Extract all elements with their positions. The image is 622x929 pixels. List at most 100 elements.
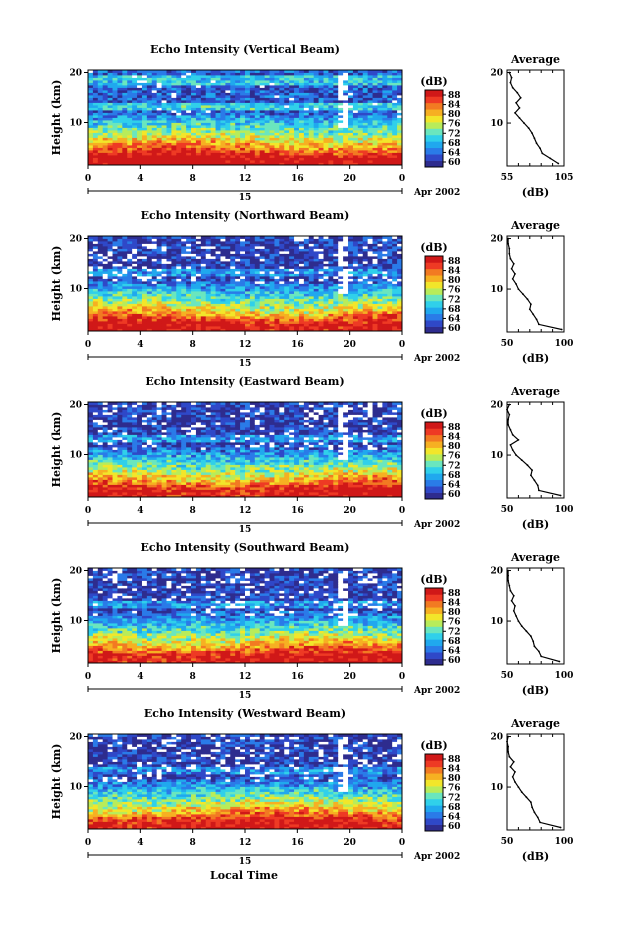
heatmap-cell — [279, 246, 285, 249]
heatmap-cell — [377, 115, 383, 118]
heatmap-cell — [323, 80, 329, 83]
heatmap-cell — [107, 95, 113, 98]
heatmap-cell — [372, 90, 378, 93]
heatmap-cell — [225, 130, 231, 133]
heatmap-cell — [333, 283, 339, 287]
heatmap-cell — [200, 241, 207, 244]
heatmap-cell — [372, 296, 378, 299]
heatmap-cell — [220, 70, 226, 73]
heatmap-cell — [171, 311, 177, 314]
heatmap-cell — [392, 263, 398, 267]
colorbar-swatch — [425, 281, 443, 289]
heatmap-cell — [107, 311, 113, 314]
heatmap-cell — [127, 85, 133, 88]
heatmap-cell — [215, 95, 221, 98]
heatmap-cell — [249, 328, 256, 332]
heatmap-cell — [284, 318, 290, 322]
heatmap-cell — [112, 323, 118, 327]
heatmap-cell — [195, 160, 202, 163]
heatmap-cell — [289, 238, 295, 242]
heatmap-cell — [323, 97, 329, 101]
heatmap-cell — [328, 92, 334, 96]
y-axis-label: Height (km) — [50, 80, 63, 156]
heatmap-cell — [146, 77, 153, 81]
heatmap-cell — [367, 273, 373, 277]
heatmap-cell — [122, 162, 128, 166]
heatmap-cell — [102, 268, 109, 272]
heatmap-cell — [284, 246, 290, 249]
heatmap-cell — [141, 127, 148, 131]
heatmap-cell — [333, 288, 339, 292]
heatmap-cell — [323, 236, 329, 239]
heatmap-cell — [269, 162, 275, 166]
profile-point — [557, 162, 560, 165]
heatmap-cell — [97, 117, 104, 121]
heatmap-cell — [328, 326, 334, 329]
heatmap-cell — [107, 150, 113, 153]
heatmap-cell — [377, 105, 383, 108]
heatmap-cell — [88, 137, 94, 141]
heatmap-cell — [210, 132, 216, 136]
heatmap-cell — [161, 253, 167, 257]
heatmap-cell — [176, 318, 182, 322]
heatmap-cell — [181, 241, 187, 244]
heatmap-cell — [205, 160, 212, 163]
heatmap-cell — [392, 283, 398, 287]
heatmap-cell — [357, 80, 364, 83]
heatmap-cell — [397, 301, 403, 304]
heatmap-cell — [176, 110, 182, 113]
heatmap-cell — [387, 87, 393, 91]
heatmap-cell — [107, 140, 113, 143]
heatmap-cell — [107, 308, 113, 312]
heatmap-cell — [186, 306, 192, 309]
heatmap-cell — [387, 112, 393, 116]
heatmap-cell — [97, 268, 104, 272]
heatmap-cell — [259, 130, 266, 133]
heatmap-cell — [156, 87, 162, 91]
heatmap-cell — [382, 95, 388, 98]
heatmap-cell — [377, 303, 383, 307]
heatmap-cell — [269, 115, 275, 118]
heatmap-cell — [323, 87, 329, 91]
heatmap-cell — [122, 157, 128, 161]
heatmap-cell — [127, 261, 133, 264]
heatmap-cell — [156, 115, 162, 118]
heatmap-cell — [171, 301, 177, 304]
heatmap-cell — [215, 105, 221, 108]
heatmap-cell — [205, 147, 212, 151]
heatmap-cell — [230, 95, 236, 98]
heatmap-cell — [313, 160, 319, 163]
heatmap-cell — [259, 311, 266, 314]
heatmap-cell — [156, 150, 162, 153]
heatmap-cell — [298, 241, 305, 244]
heatmap-cell — [249, 253, 256, 257]
heatmap-cell — [210, 293, 216, 297]
heatmap-cell — [210, 296, 216, 299]
heatmap-cell — [279, 276, 285, 279]
heatmap-cell — [308, 288, 315, 292]
heatmap-cell — [269, 132, 275, 136]
heatmap-cell — [367, 107, 373, 111]
heatmap-cell — [392, 162, 398, 166]
heatmap-cell — [171, 238, 177, 242]
heatmap-cell — [205, 85, 212, 88]
heatmap-cell — [382, 155, 388, 158]
heatmap-cell — [348, 283, 354, 287]
heatmap-cell — [88, 82, 94, 86]
heatmap-cell — [171, 155, 177, 158]
colorbar-swatch — [425, 109, 443, 116]
heatmap-cell — [313, 135, 319, 138]
heatmap-cell — [382, 127, 388, 131]
heatmap-cell — [392, 261, 398, 264]
heatmap-cell — [240, 316, 246, 319]
heatmap-cell — [387, 318, 393, 322]
heatmap-cell — [186, 117, 192, 121]
heatmap-cell — [191, 328, 197, 332]
heatmap-cell — [240, 95, 246, 98]
heatmap-cell — [186, 80, 192, 83]
heatmap-cell — [176, 90, 182, 93]
heatmap-cell — [220, 263, 226, 267]
heatmap-cell — [298, 162, 305, 166]
heatmap-cell — [151, 253, 158, 257]
heatmap-cell — [195, 286, 202, 289]
